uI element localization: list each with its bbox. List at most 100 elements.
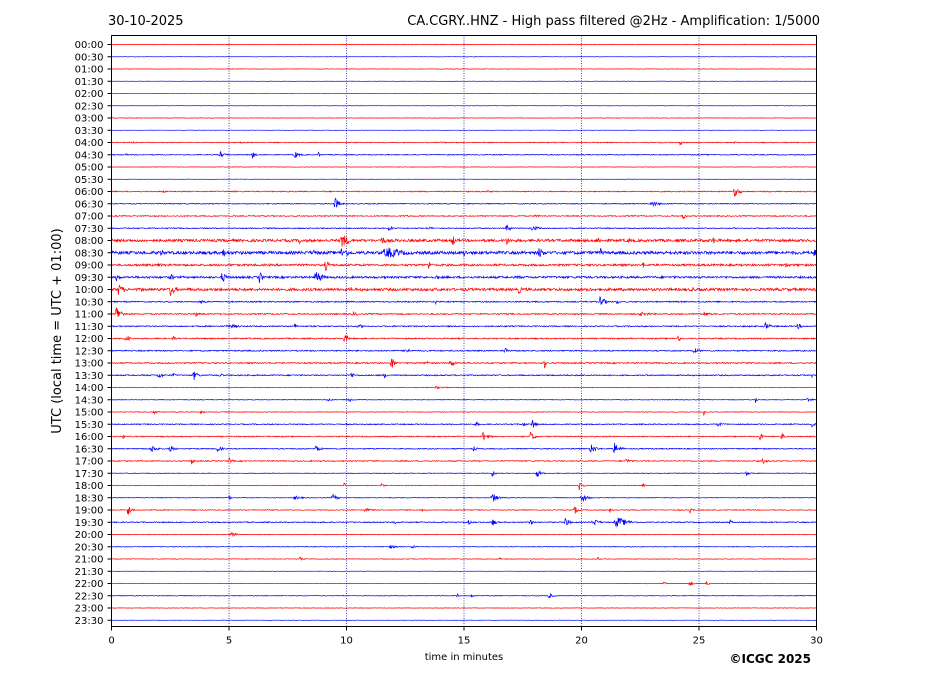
y-tick-label-10:00: 10:00 [75,285,104,296]
y-tick-label-07:00: 07:00 [75,212,104,223]
y-tick-label-21:00: 21:00 [75,555,104,566]
trace-10:30 [111,295,817,306]
y-tick-label-08:30: 08:30 [75,248,104,259]
trace-21:00 [111,556,817,561]
trace-12:30 [111,347,817,354]
trace-09:00 [111,261,817,271]
chart-title: CA.CGRY..HNZ - High pass filtered @2Hz -… [407,14,820,29]
trace-22:30 [111,592,817,599]
x-tick-label-15: 15 [458,636,471,647]
y-tick-label-20:30: 20:30 [75,542,104,553]
y-tick-label-05:30: 05:30 [75,175,104,186]
y-tick-label-15:30: 15:30 [75,420,104,431]
y-tick-label-17:30: 17:30 [75,469,104,480]
trace-15:00 [111,410,817,416]
y-tick-label-11:30: 11:30 [75,322,104,333]
x-tick-label-0: 0 [108,636,114,647]
y-tick-label-18:30: 18:30 [75,493,104,504]
trace-08:00 [111,235,817,247]
y-tick-label-19:30: 19:30 [75,518,104,529]
trace-17:30 [111,470,817,478]
trace-14:00 [111,385,817,390]
y-tick-label-08:00: 08:00 [75,236,104,247]
y-tick-label-15:00: 15:00 [75,408,104,419]
trace-04:30 [111,151,817,159]
trace-07:00 [111,214,817,220]
y-tick-label-21:30: 21:30 [75,567,104,578]
y-tick-label-09:00: 09:00 [75,261,104,272]
trace-19:30 [111,517,817,528]
y-tick-label-07:30: 07:30 [75,224,104,235]
y-axis-label: UTC (local time = UTC + 01:00) [50,228,65,433]
y-tick-label-00:30: 00:30 [75,52,104,63]
trace-16:00 [111,431,817,441]
trace-10:00 [111,284,817,296]
y-tick-label-03:00: 03:00 [75,114,104,125]
trace-12:00 [111,335,817,342]
y-tick-label-12:30: 12:30 [75,346,104,357]
y-tick-label-14:30: 14:30 [75,395,104,406]
seismic-traces [111,43,817,621]
y-tick-label-04:30: 04:30 [75,150,104,161]
trace-11:30 [111,321,817,330]
copyright-label: ©ICGC 2025 [729,652,811,666]
x-tick-label-5: 5 [226,636,232,647]
y-tick-label-05:00: 05:00 [75,163,104,174]
trace-07:30 [111,224,817,232]
y-tick-label-02:00: 02:00 [75,89,104,100]
y-tick-label-23:00: 23:00 [75,604,104,615]
y-tick-label-16:00: 16:00 [75,432,104,443]
x-tick-labels: 0 5 10 15 20 25 30 [108,626,823,647]
trace-20:00 [111,531,817,537]
y-tick-label-17:00: 17:00 [75,457,104,468]
y-tick-label-03:30: 03:30 [75,126,104,137]
y-tick-label-22:00: 22:00 [75,579,104,590]
trace-16:30 [111,442,817,454]
y-tick-label-09:30: 09:30 [75,273,104,284]
trace-06:00 [111,188,817,197]
y-tick-label-04:00: 04:00 [75,138,104,149]
trace-08:30 [111,247,817,258]
x-tick-label-20: 20 [575,636,588,647]
trace-13:00 [111,358,817,369]
y-tick-label-11:00: 11:00 [75,310,104,321]
y-tick-label-06:30: 06:30 [75,199,104,210]
y-tick-label-01:30: 01:30 [75,77,104,88]
trace-13:30 [111,371,817,380]
trace-15:30 [111,419,817,428]
trace-17:00 [111,457,817,465]
trace-09:30 [111,272,817,283]
y-tick-label-22:30: 22:30 [75,591,104,602]
y-tick-label-16:30: 16:30 [75,444,104,455]
trace-19:00 [111,506,817,515]
x-axis-label: time in minutes [425,652,504,663]
trace-11:00 [111,307,817,318]
trace-20:30 [111,544,817,549]
trace-06:30 [111,197,817,208]
y-tick-label-19:00: 19:00 [75,506,104,517]
trace-18:30 [111,493,817,502]
y-tick-label-10:30: 10:30 [75,297,104,308]
trace-22:00 [111,580,817,586]
y-tick-label-20:00: 20:00 [75,530,104,541]
y-tick-label-06:00: 06:00 [75,187,104,198]
grid-lines [228,35,700,627]
trace-18:00 [111,482,817,491]
y-tick-label-18:00: 18:00 [75,481,104,492]
x-tick-label-25: 25 [693,636,706,647]
y-tick-label-12:00: 12:00 [75,334,104,345]
x-tick-label-10: 10 [340,636,353,647]
y-tick-label-13:30: 13:30 [75,371,104,382]
trace-14:30 [111,397,817,403]
y-tick-label-14:00: 14:00 [75,383,104,394]
y-tick-label-23:30: 23:30 [75,616,104,627]
y-tick-label-02:30: 02:30 [75,101,104,112]
y-tick-label-00:00: 00:00 [75,40,104,51]
y-tick-label-01:00: 01:00 [75,65,104,76]
chart-date: 30-10-2025 [108,14,184,29]
y-tick-label-13:00: 13:00 [75,359,104,370]
x-tick-label-30: 30 [810,636,823,647]
trace-04:00 [111,140,817,146]
